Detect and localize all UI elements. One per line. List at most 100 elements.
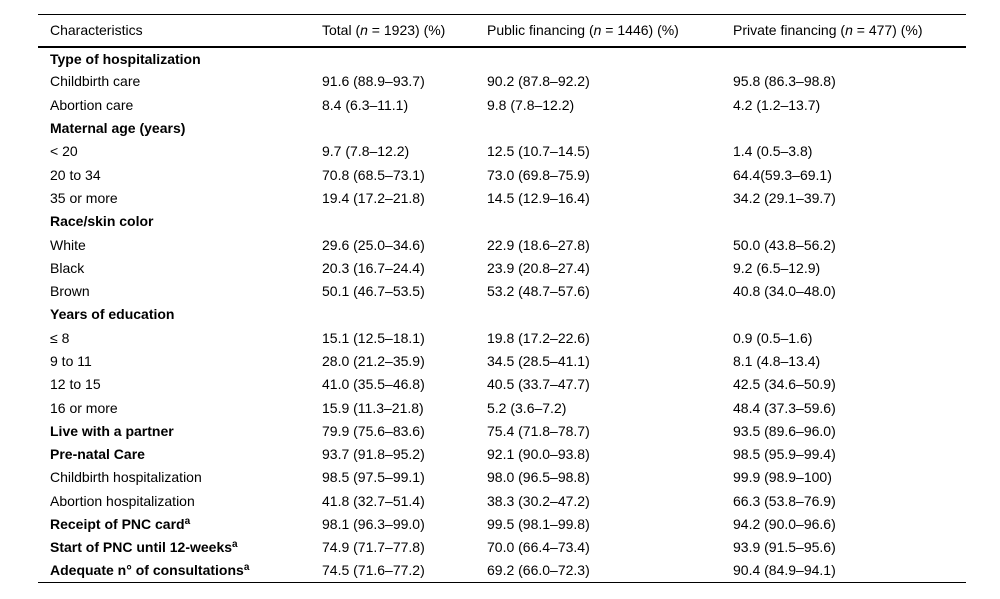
row-label: White	[50, 236, 86, 253]
table-row: Race/skin color	[38, 210, 966, 233]
table-row: Start of PNC until 12-weeksa 74.9 (71.7–…	[38, 536, 966, 559]
table-row: ≤ 8 15.1 (12.5–18.1) 19.8 (17.2–22.6) 0.…	[38, 326, 966, 349]
row-label: Black	[50, 259, 85, 276]
public-financing-value-cell: 14.5 (12.9–16.4)	[487, 189, 590, 206]
table-row: 12 to 15 41.0 (35.5–46.8) 40.5 (33.7–47.…	[38, 373, 966, 396]
public-financing-value-cell: 5.2 (3.6–7.2)	[487, 399, 567, 416]
total-value-cell	[322, 210, 487, 233]
total-value-cell: 8.4 (6.3–11.1)	[322, 96, 409, 113]
row-label-cell: Childbirth care	[38, 70, 322, 93]
row-label-cell: Years of education	[38, 303, 322, 326]
total-value-cell: 98.5 (97.5–99.1)	[322, 469, 425, 486]
table-row: < 20 9.7 (7.8–12.2) 12.5 (10.7–14.5) 1.4…	[38, 140, 966, 163]
private-financing-value-cell: 93.5 (89.6–96.0)	[733, 422, 836, 439]
row-label-cell: White	[38, 233, 322, 256]
row-label: Childbirth care	[50, 73, 141, 90]
characteristics-table-container: Characteristics Total (n = 1923) (%) Pub…	[38, 14, 966, 583]
row-label: Race/skin color	[50, 213, 154, 230]
row-label-cell: ≤ 8	[38, 326, 322, 349]
private-financing-value-cell: 64.4(59.3–69.1)	[733, 166, 832, 183]
private-financing-value-cell	[733, 210, 966, 233]
row-label: Receipt of PNC card	[50, 516, 185, 533]
row-label-cell: Abortion care	[38, 93, 322, 116]
row-label-cell: Type of hospitalization	[38, 47, 322, 70]
table-row: Childbirth care 91.6 (88.9–93.7) 90.2 (8…	[38, 70, 966, 93]
header-n-italic: n	[845, 22, 853, 39]
row-label: ≤ 8	[50, 329, 70, 346]
header-text: Total (	[322, 22, 361, 39]
row-label: Maternal age (years)	[50, 120, 186, 137]
row-label-cell: Start of PNC until 12-weeksa	[38, 536, 322, 559]
table-row: Live with a partner 79.9 (75.6–83.6) 75.…	[38, 419, 966, 442]
total-value-cell: 91.6 (88.9–93.7)	[322, 73, 425, 90]
table-row: Adequate n° of consultationsa 74.5 (71.6…	[38, 559, 966, 582]
row-label-cell: < 20	[38, 140, 322, 163]
private-financing-value-cell: 90.4 (84.9–94.1)	[733, 562, 836, 579]
total-value-cell: 15.9 (11.3–21.8)	[322, 399, 424, 416]
public-financing-value-cell	[487, 47, 733, 70]
row-label: Type of hospitalization	[50, 50, 201, 67]
total-value-cell: 15.1 (12.5–18.1)	[322, 329, 425, 346]
row-label-cell: 9 to 11	[38, 349, 322, 372]
row-label-cell: 12 to 15	[38, 373, 322, 396]
private-financing-value-cell: 50.0 (43.8–56.2)	[733, 236, 836, 253]
private-financing-value-cell: 99.9 (98.9–100)	[733, 469, 832, 486]
private-financing-value-cell: 0.9 (0.5–1.6)	[733, 329, 813, 346]
row-label-cell: Childbirth hospitalization	[38, 466, 322, 489]
total-value-cell: 70.8 (68.5–73.1)	[322, 166, 425, 183]
row-label-cell: Receipt of PNC carda	[38, 512, 322, 535]
public-financing-value-cell: 73.0 (69.8–75.9)	[487, 166, 590, 183]
public-financing-value-cell: 53.2 (48.7–57.6)	[487, 283, 590, 300]
table-row: 9 to 11 28.0 (21.2–35.9) 34.5 (28.5–41.1…	[38, 349, 966, 372]
public-financing-value-cell: 12.5 (10.7–14.5)	[487, 143, 590, 160]
row-label-cell: 16 or more	[38, 396, 322, 419]
footnote-marker: a	[232, 539, 238, 551]
header-text: = 477) (%)	[852, 22, 923, 39]
table-row: Maternal age (years)	[38, 116, 966, 139]
column-header-characteristics: Characteristics	[38, 14, 322, 48]
public-financing-value-cell: 69.2 (66.0–72.3)	[487, 562, 590, 579]
row-label-cell: Abortion hospitalization	[38, 489, 322, 512]
row-label-cell: Live with a partner	[38, 419, 322, 442]
public-financing-value-cell: 92.1 (90.0–93.8)	[487, 446, 590, 463]
row-label: Abortion hospitalization	[50, 492, 195, 509]
total-value-cell: 19.4 (17.2–21.8)	[322, 189, 425, 206]
row-label: Pre-natal Care	[50, 446, 145, 463]
header-n-italic: n	[593, 22, 602, 39]
public-financing-value-cell	[487, 303, 733, 326]
public-financing-value-cell: 99.5 (98.1–99.8)	[487, 516, 590, 533]
total-value-cell: 28.0 (21.2–35.9)	[322, 353, 425, 369]
row-label-cell: Brown	[38, 279, 322, 302]
public-financing-value-cell	[487, 116, 733, 139]
public-financing-value-cell: 38.3 (30.2–47.2)	[487, 492, 590, 509]
header-n-italic: n	[360, 22, 368, 39]
total-value-cell	[322, 303, 487, 326]
public-financing-value-cell: 34.5 (28.5–41.1)	[487, 353, 590, 369]
row-label: 12 to 15	[50, 376, 101, 393]
row-label: < 20	[50, 143, 78, 160]
public-financing-value-cell: 19.8 (17.2–22.6)	[487, 329, 590, 346]
header-text: Public financing (	[487, 22, 594, 39]
table-row: Brown 50.1 (46.7–53.5) 53.2 (48.7–57.6) …	[38, 279, 966, 302]
row-label-cell: Pre-natal Care	[38, 443, 322, 466]
row-label: Years of education	[50, 306, 175, 323]
public-financing-value-cell: 75.4 (71.8–78.7)	[487, 422, 590, 439]
header-text: Characteristics	[50, 22, 143, 39]
private-financing-value-cell: 40.8 (34.0–48.0)	[733, 283, 836, 300]
row-label-cell: 35 or more	[38, 186, 322, 209]
row-label-cell: Black	[38, 256, 322, 279]
column-header-total: Total (n = 1923) (%)	[322, 14, 487, 48]
public-financing-value-cell: 90.2 (87.8–92.2)	[487, 73, 590, 90]
characteristics-table: Characteristics Total (n = 1923) (%) Pub…	[38, 14, 966, 583]
row-label: 20 to 34	[50, 166, 101, 183]
table-row: Years of education	[38, 303, 966, 326]
row-label: Adequate n° of consultations	[50, 562, 244, 579]
private-financing-value-cell: 34.2 (29.1–39.7)	[733, 189, 836, 206]
public-financing-value-cell: 70.0 (66.4–73.4)	[487, 539, 590, 556]
total-value-cell: 74.5 (71.6–77.2)	[322, 562, 425, 579]
row-label: Brown	[50, 283, 90, 300]
private-financing-value-cell: 94.2 (90.0–96.6)	[733, 516, 836, 533]
total-value-cell: 74.9 (71.7–77.8)	[322, 539, 425, 556]
total-value-cell: 29.6 (25.0–34.6)	[322, 236, 425, 253]
row-label: Abortion care	[50, 96, 134, 113]
